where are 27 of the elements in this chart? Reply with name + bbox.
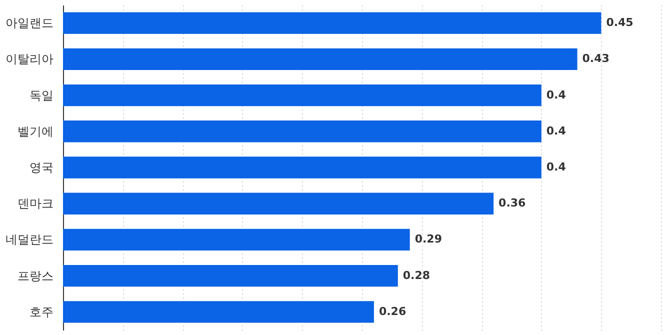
y-tick-label: 이탈리아 (6, 52, 54, 66)
data-label: 0.45 (606, 16, 634, 30)
y-tick-label: 영국 (30, 160, 54, 174)
data-label: 0.36 (498, 196, 526, 210)
data-label: 0.4 (546, 160, 566, 174)
data-label: 0.29 (414, 232, 442, 246)
bar (63, 48, 578, 70)
y-tick-label: 프랑스 (18, 268, 54, 283)
bar (63, 265, 398, 287)
bar (63, 120, 542, 142)
data-label: 0.4 (546, 88, 566, 102)
y-tick-label: 벨기에 (18, 124, 54, 138)
bar (63, 84, 542, 106)
y-tick-label: 네덜란드 (6, 232, 54, 247)
data-label: 0.43 (582, 52, 610, 66)
y-tick-label: 아일랜드 (6, 16, 54, 30)
bar (63, 301, 374, 323)
bar (63, 192, 494, 214)
data-label: 0.4 (546, 124, 566, 138)
y-tick-label: 호주 (30, 304, 54, 319)
y-tick-label: 독일 (30, 88, 54, 102)
y-tick-label: 덴마크 (18, 196, 54, 211)
bar (63, 228, 410, 251)
data-label: 0.26 (378, 304, 406, 318)
bar (63, 12, 602, 34)
bar (63, 156, 542, 178)
data-label: 0.28 (402, 268, 430, 282)
